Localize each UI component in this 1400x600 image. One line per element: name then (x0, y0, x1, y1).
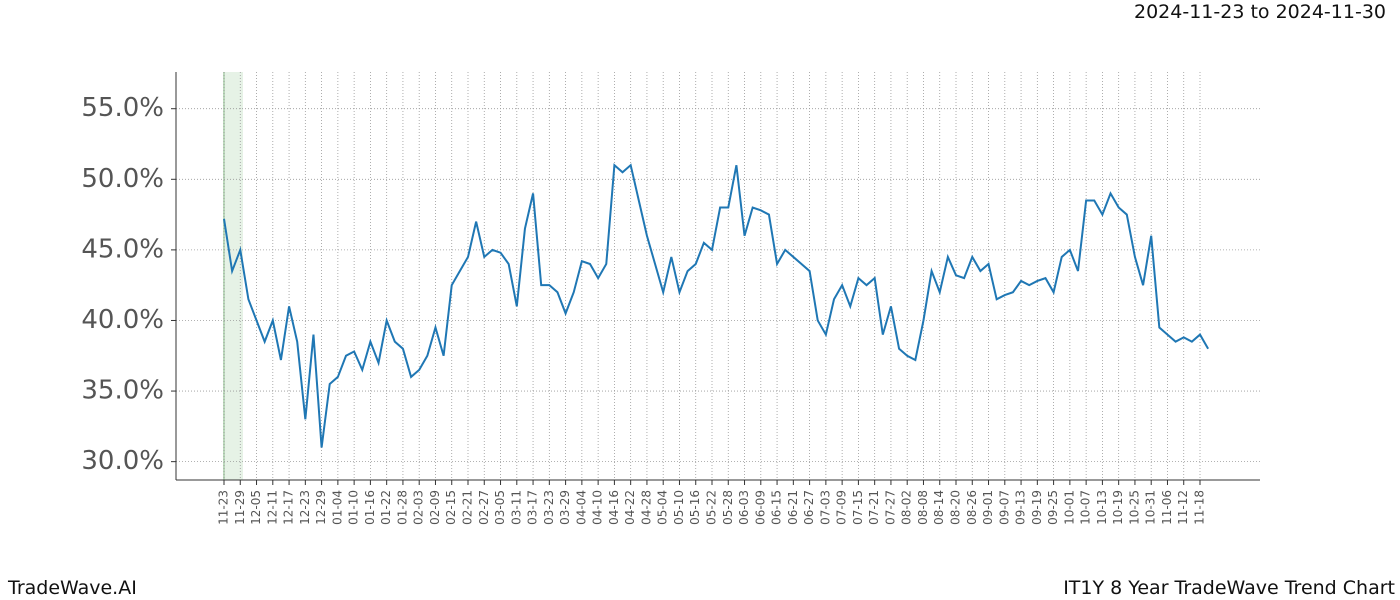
y-tick-label: 50.0% (81, 164, 164, 194)
x-tick-label: 05-16 (688, 490, 702, 525)
x-tick-label: 04-28 (639, 490, 653, 525)
x-tick-label: 08-20 (949, 490, 963, 525)
x-tick-label: 11-23 (217, 490, 231, 525)
x-tick-label: 10-19 (1111, 490, 1125, 525)
x-tick-label: 10-07 (1079, 490, 1093, 525)
x-tick-label: 04-04 (574, 490, 588, 525)
x-tick-label: 06-21 (786, 490, 800, 525)
x-tick-label: 08-02 (900, 490, 914, 525)
x-tick-label: 08-08 (916, 490, 930, 525)
x-tick-label: 06-27 (802, 490, 816, 525)
brand: TradeWave.AI (7, 577, 137, 599)
y-tick-label: 35.0% (81, 376, 164, 406)
y-tick-label: 45.0% (81, 234, 164, 264)
y-tick-label: 30.0% (81, 446, 164, 476)
date-range: 2024-11-23 to 2024-11-30 (1134, 1, 1386, 23)
x-tick-label: 01-04 (330, 490, 344, 525)
x-tick-label: 04-16 (607, 490, 621, 525)
x-tick-label: 08-14 (932, 490, 946, 525)
x-tick-label: 06-09 (753, 490, 767, 525)
x-tick-label: 10-31 (1144, 490, 1158, 525)
highlight-band (224, 72, 243, 480)
x-tick-label: 11-29 (233, 490, 247, 525)
x-tick-label: 05-04 (656, 490, 670, 525)
x-tick-label: 04-22 (623, 490, 637, 525)
x-tick-label: 01-22 (379, 490, 393, 525)
x-tick-label: 02-27 (477, 490, 491, 525)
x-tick-label: 09-01 (981, 490, 995, 525)
x-tick-label: 12-23 (298, 490, 312, 525)
x-tick-label: 11-06 (1160, 490, 1174, 525)
x-tick-label: 03-29 (558, 490, 572, 525)
x-tick-label: 09-07 (997, 490, 1011, 525)
x-tick-label: 02-09 (428, 490, 442, 525)
x-tick-label: 04-10 (591, 490, 605, 525)
x-tick-label: 03-11 (509, 490, 523, 525)
x-tick-label: 09-13 (1014, 490, 1028, 525)
x-tick-label: 03-17 (526, 490, 540, 525)
x-tick-label: 02-03 (412, 490, 426, 525)
chart-name: IT1Y 8 Year TradeWave Trend Chart (1063, 577, 1395, 599)
x-tick-label: 01-28 (395, 490, 409, 525)
x-tick-label: 07-03 (818, 490, 832, 525)
y-tick-label: 55.0% (81, 93, 164, 123)
x-tick-label: 03-23 (542, 490, 556, 525)
x-tick-label: 05-28 (721, 490, 735, 525)
x-tick-label: 07-15 (851, 490, 865, 525)
x-tick-label: 03-05 (493, 490, 507, 525)
x-tick-label: 10-01 (1062, 490, 1076, 525)
x-tick-label: 05-10 (672, 490, 686, 525)
x-tick-label: 06-15 (770, 490, 784, 525)
x-tick-label: 07-27 (883, 490, 897, 525)
x-tick-label: 12-29 (314, 490, 328, 525)
x-tick-label: 02-15 (444, 490, 458, 525)
x-tick-label: 05-22 (705, 490, 719, 525)
x-tick-label: 09-19 (1030, 490, 1044, 525)
x-tick-label: 06-03 (737, 490, 751, 525)
y-tick-label: 40.0% (81, 305, 164, 335)
x-tick-label: 10-13 (1095, 490, 1109, 525)
x-tick-label: 09-25 (1046, 490, 1060, 525)
x-tick-label: 10-25 (1127, 490, 1141, 525)
trend-line (223, 163, 1209, 448)
x-tick-label: 07-09 (835, 490, 849, 525)
x-tick-label: 11-12 (1176, 490, 1190, 525)
x-tick-label: 12-11 (265, 490, 279, 525)
x-tick-label: 07-21 (867, 490, 881, 525)
x-tick-label: 01-16 (363, 490, 377, 525)
x-tick-label: 08-26 (965, 490, 979, 525)
x-tick-label: 11-18 (1193, 490, 1207, 525)
x-tick-label: 12-05 (249, 490, 263, 525)
x-tick-label: 02-21 (461, 490, 475, 525)
x-tick-label: 12-17 (282, 490, 296, 525)
x-tick-label: 01-10 (347, 490, 361, 525)
